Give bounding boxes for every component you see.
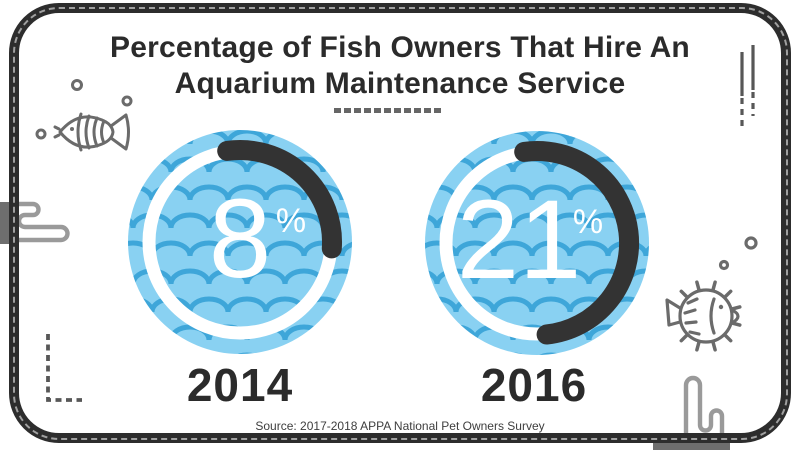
gray-block-bottom [653, 443, 730, 450]
bubble-icon [121, 95, 133, 107]
fish-eye [718, 304, 724, 310]
wave-meander-icon [0, 201, 70, 244]
page-title-line1: Percentage of Fish Owners That Hire An [110, 31, 690, 64]
source-text: Source: 2017-2018 APPA National Pet Owne… [255, 419, 545, 433]
year-label-2016: 2016 [480, 359, 588, 411]
squiggle-icon [653, 375, 730, 450]
bubble-icon [718, 259, 730, 271]
donut-charts: 8 % 21 % [128, 130, 649, 355]
fish-eye [70, 127, 74, 131]
page-title-line2: Aquarium Maintenance Service [174, 67, 626, 100]
dashed-corner-icon [46, 334, 82, 402]
percent-sign: % [276, 202, 306, 240]
vertical-dashes-icon [740, 45, 755, 126]
percent-sign: % [573, 203, 603, 241]
donut-2014: 8 % [128, 130, 352, 354]
water-circle [425, 131, 649, 355]
pufferfish-icon [665, 236, 758, 352]
water-circle [128, 130, 352, 354]
fish-icon [35, 79, 133, 152]
year-label-2014: 2014 [186, 359, 294, 411]
percent-value: 21 [457, 177, 582, 302]
bubble-icon [71, 79, 83, 91]
bubble-icon [35, 128, 47, 140]
page-title: Percentage of Fish Owners That Hire An A… [0, 30, 800, 102]
dashed-divider [334, 108, 441, 113]
percent-value: 8 [209, 176, 271, 301]
progress-arc [217, 140, 343, 259]
bubble-icon [744, 236, 758, 250]
donut-2016: 21 % [425, 131, 649, 355]
gray-block-left [0, 202, 9, 244]
progress-arc [514, 141, 640, 345]
